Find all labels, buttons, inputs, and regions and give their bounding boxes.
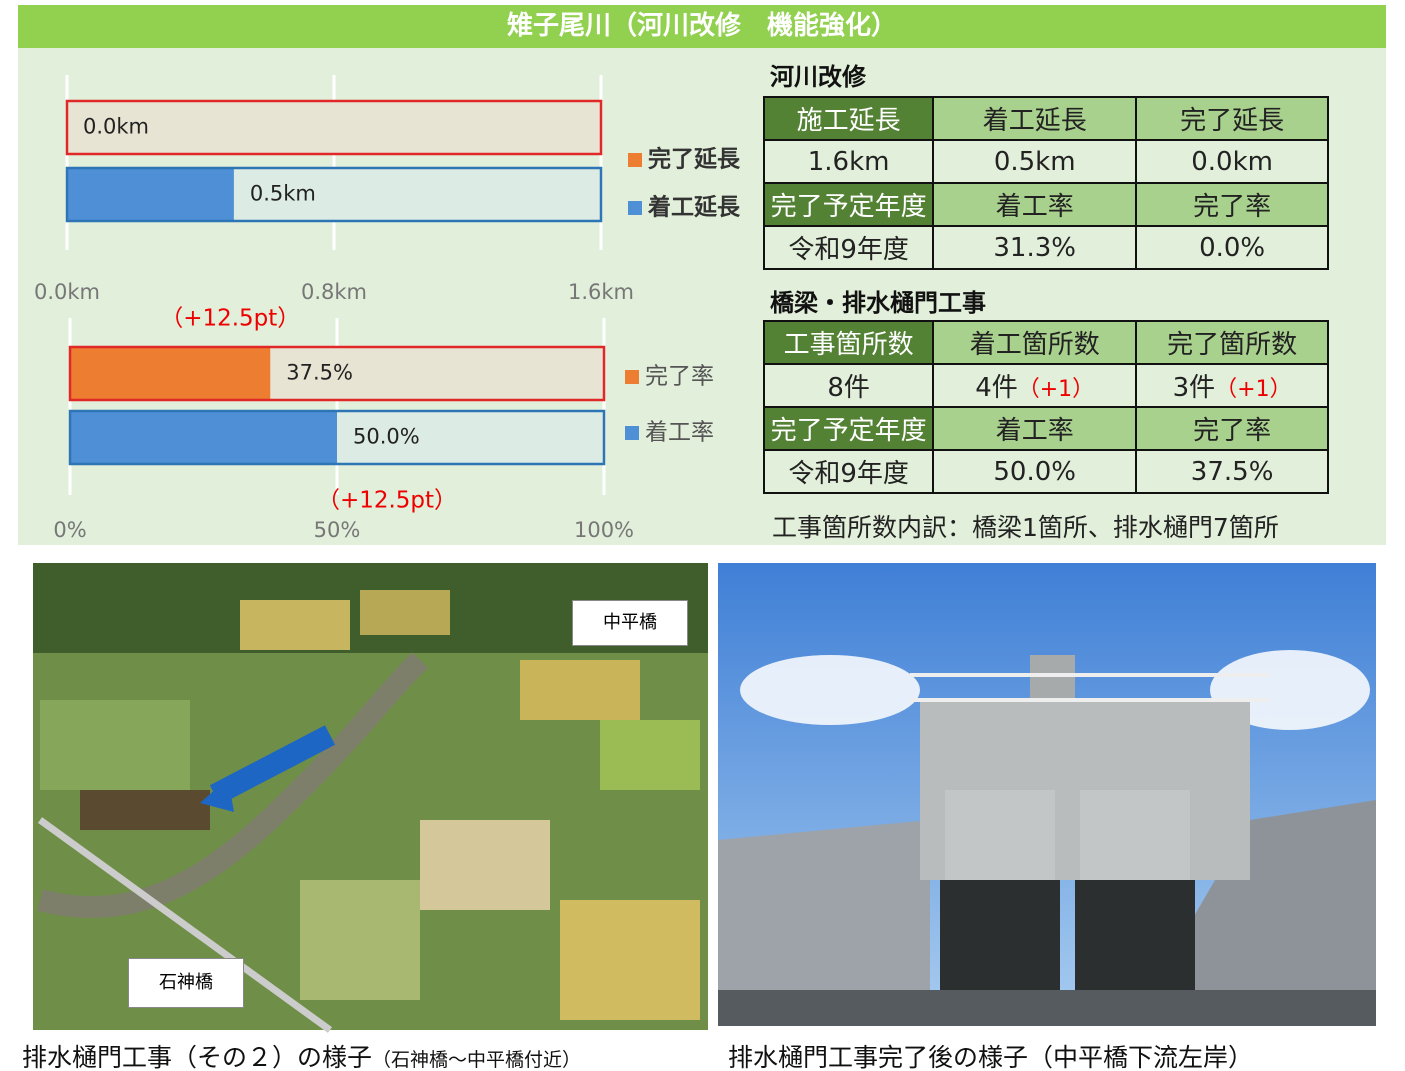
table-cell: 0.0km (1136, 140, 1328, 183)
table-title: 河川改修 (770, 57, 866, 92)
page: 雉子尾川（河川改修 機能強化） 0.0km0.8km1.6km0.0km完了延長… (0, 0, 1405, 1071)
table-cell: 3件（+1） (1136, 364, 1328, 407)
table-cell: 着工率 (933, 407, 1136, 450)
annotation: （+12.5pt） (160, 306, 300, 332)
value-label: 0.0km (83, 115, 149, 139)
legend-swatch (628, 201, 642, 215)
table-cell: 0.0% (1136, 226, 1328, 269)
cell-text: 3件 (1173, 373, 1216, 403)
table-cell: 8件 (764, 364, 933, 407)
legend-swatch (628, 153, 642, 167)
photo-label: 石神橋 (128, 958, 244, 1008)
table-cell: 完了箇所数 (1136, 321, 1328, 364)
table-cell: 完了予定年度 (764, 183, 933, 226)
table-cell: 0.5km (933, 140, 1136, 183)
caption-text: 排水樋門工事（その２）の様子 (22, 1043, 372, 1071)
x-tick-label: 1.6km (568, 280, 634, 304)
table-row: 完了予定年度着工率完了率 (764, 183, 1328, 226)
table-cell: 施工延長 (764, 97, 933, 140)
caption: 排水樋門工事（その２）の様子（石神橋～中平橋付近） (22, 1038, 581, 1071)
table-row: 施工延長着工延長完了延長 (764, 97, 1328, 140)
table-cell: 4件（+1） (933, 364, 1136, 407)
photo-label: 中平橋 (572, 600, 688, 646)
table-cell: 完了延長 (1136, 97, 1328, 140)
caption-note: （石神橋～中平橋付近） (372, 1049, 581, 1071)
cell-text: 4件 (975, 373, 1018, 403)
value-label: 50.0% (353, 425, 420, 449)
value-label: 37.5% (286, 361, 353, 385)
x-tick-label: 50% (314, 518, 361, 542)
table-cell: 完了予定年度 (764, 407, 933, 450)
bar (67, 168, 234, 221)
legend-swatch (625, 370, 639, 384)
legend-swatch (625, 426, 639, 440)
cell-note: （+1） (1215, 377, 1291, 402)
table-cell: 31.3% (933, 226, 1136, 269)
table-cell: 着工率 (933, 183, 1136, 226)
x-tick-label: 0.0km (34, 280, 100, 304)
table-cell: 令和9年度 (764, 226, 933, 269)
table-cell: 令和9年度 (764, 450, 933, 493)
bar (70, 347, 270, 400)
table-cell: 着工箇所数 (933, 321, 1136, 364)
photo-gate (718, 563, 1376, 1026)
footnote: 工事箇所数内訳：橋梁1箇所、排水樋門7箇所 (772, 508, 1279, 544)
table-row: 工事箇所数着工箇所数完了箇所数 (764, 321, 1328, 364)
x-tick-label: 0% (53, 518, 86, 542)
table-cell: 工事箇所数 (764, 321, 933, 364)
legend-label: 着工延長 (648, 194, 741, 221)
table-row: 完了予定年度着工率完了率 (764, 407, 1328, 450)
legend-label: 着工率 (645, 420, 714, 446)
table-cell: 着工延長 (933, 97, 1136, 140)
table-cell: 完了率 (1136, 407, 1328, 450)
x-tick-label: 0.8km (301, 280, 367, 304)
legend-label: 完了延長 (648, 146, 741, 173)
table-cell: 完了率 (1136, 183, 1328, 226)
table-title: 橋梁・排水樋門工事 (770, 283, 986, 318)
bar (70, 411, 337, 464)
table-cell: 37.5% (1136, 450, 1328, 493)
x-tick-label: 100% (574, 518, 634, 542)
caption: 排水樋門工事完了後の様子（中平橋下流左岸） (728, 1038, 1253, 1071)
value-label: 0.5km (250, 182, 316, 206)
cell-note: （+1） (1018, 377, 1094, 402)
legend-label: 完了率 (645, 364, 714, 390)
annotation: （+12.5pt） (317, 488, 457, 514)
table-cell: 1.6km (764, 140, 933, 183)
table-cell: 50.0% (933, 450, 1136, 493)
